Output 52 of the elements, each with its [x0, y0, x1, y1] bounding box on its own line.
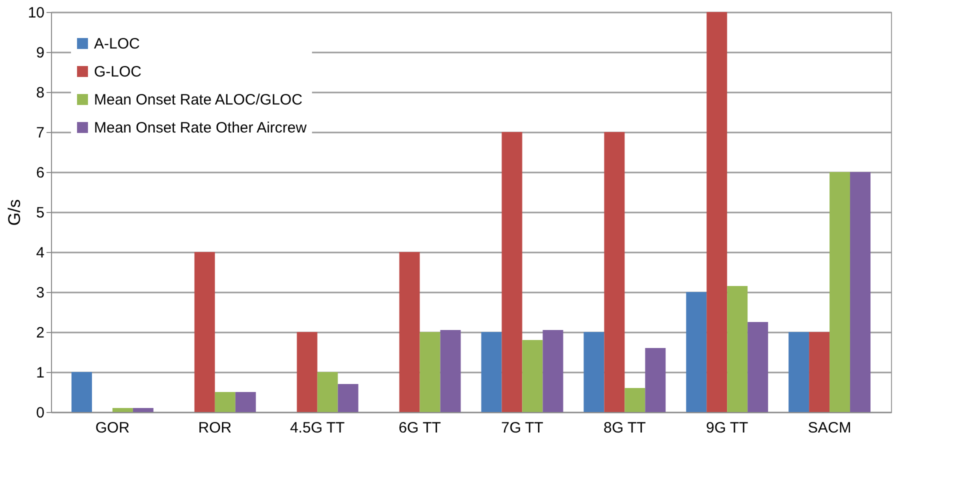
- x-tick-label: 6G TT: [398, 420, 441, 436]
- bar: [809, 332, 830, 412]
- bar: [214, 392, 236, 412]
- bar: [296, 332, 318, 412]
- y-tick-label: 8: [36, 84, 44, 102]
- bar: [604, 132, 625, 412]
- bar: [748, 322, 768, 412]
- legend-label: A-LOC: [94, 36, 140, 52]
- bar: [788, 332, 810, 412]
- bar: [850, 172, 871, 412]
- y-tick-label: 3: [36, 284, 44, 302]
- y-tick-label: 6: [36, 164, 44, 182]
- bar: [440, 330, 461, 412]
- bar: [235, 392, 256, 412]
- bar: [399, 252, 420, 412]
- bar: [645, 348, 666, 412]
- y-tick-label: 5: [36, 204, 44, 222]
- x-tick-label: SACM: [808, 420, 852, 436]
- x-tick-label: 7G TT: [501, 420, 544, 436]
- y-tick-label: 0: [36, 404, 44, 422]
- y-tick-label: 2: [36, 324, 44, 342]
- y-axis-title: G/s: [4, 199, 24, 226]
- legend-label: Mean Onset Rate Other Aircrew: [94, 120, 307, 136]
- legend-label: Mean Onset Rate ALOC/GLOC: [94, 92, 303, 108]
- y-tick-label: 7: [36, 124, 44, 142]
- bar: [624, 388, 646, 412]
- y-tick-label: 1: [36, 364, 44, 382]
- x-tick-label: ROR: [198, 420, 232, 436]
- bar: [686, 292, 707, 412]
- bar: [706, 12, 728, 412]
- bar: [502, 132, 522, 412]
- legend-label: G-LOC: [94, 64, 142, 80]
- bar: [481, 332, 502, 412]
- y-tick-label: 10: [28, 4, 44, 22]
- bar: [71, 372, 92, 412]
- y-tick-label: 4: [36, 244, 44, 262]
- bar: [317, 372, 338, 412]
- x-tick-label: 4.5G TT: [290, 420, 345, 436]
- y-tick-label: 9: [36, 44, 44, 62]
- x-tick-label: 8G TT: [604, 420, 646, 436]
- bar: [132, 408, 154, 412]
- bar: [584, 332, 604, 412]
- bar: [420, 332, 440, 412]
- bar: [542, 330, 564, 412]
- bar: [112, 408, 133, 412]
- bar: [830, 172, 850, 412]
- bar: [727, 286, 748, 412]
- bar: [522, 340, 543, 412]
- bar: [338, 384, 358, 412]
- x-tick-label: 9G TT: [706, 420, 748, 436]
- x-tick-label: GOR: [95, 420, 130, 436]
- bar: [194, 252, 215, 412]
